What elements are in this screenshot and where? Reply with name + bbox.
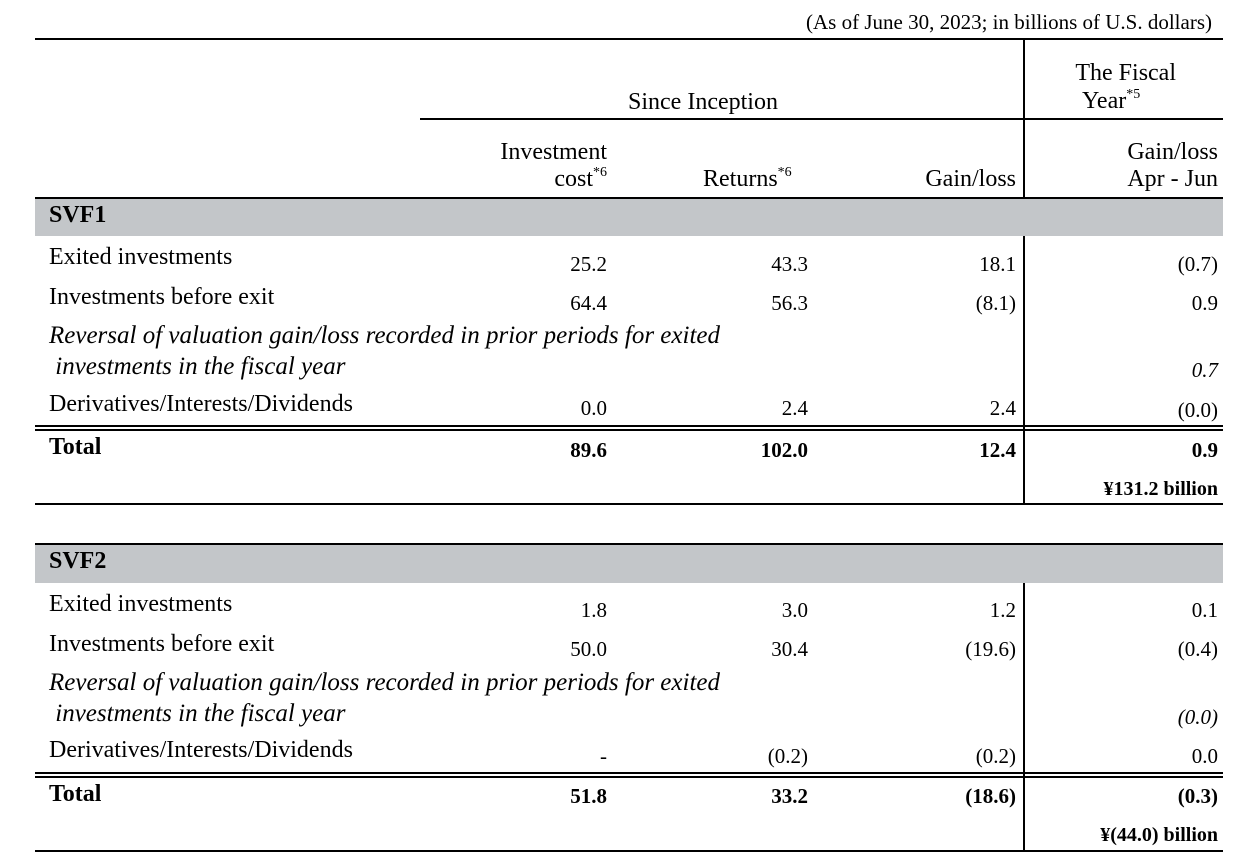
- row-label-reversal: Reversal of valuation gain/loss recorded…: [49, 320, 720, 382]
- cell-fiscal-gainloss: (0.0): [1177, 398, 1218, 422]
- total-gainloss: 12.4: [979, 438, 1016, 462]
- cell-returns: (0.2): [767, 744, 808, 768]
- total-double-rule-bottom: [35, 429, 1223, 431]
- section-top-rule: [35, 197, 1223, 199]
- cell-fiscal-gainloss: (0.4): [1177, 637, 1218, 661]
- cell-investment-cost: -: [600, 744, 607, 768]
- cell-returns: 3.0: [781, 598, 808, 622]
- section-bottom-rule: [35, 503, 1223, 505]
- fiscal-year-header: The Fiscal: [1075, 60, 1176, 87]
- cell-returns: 30.4: [771, 637, 808, 661]
- since-inception-header: Since Inception: [628, 89, 778, 115]
- section-title: SVF2: [49, 548, 107, 574]
- fiscal-year-word: Year: [1082, 88, 1127, 114]
- cell-gainloss: (0.2): [975, 744, 1016, 768]
- total-double-rule-bottom: [35, 776, 1223, 778]
- since-inception-rule: [420, 118, 1023, 120]
- row-label: Investments before exit: [49, 284, 275, 310]
- fiscal-year-line-1: The Fiscal: [1075, 60, 1176, 86]
- reversal-line-2: investments in the fiscal year: [49, 353, 346, 380]
- section-top-rule: [35, 543, 1223, 545]
- row-label: Exited investments: [49, 244, 233, 270]
- cell-gainloss: (8.1): [975, 291, 1016, 315]
- total-investment-cost: 89.6: [570, 438, 607, 462]
- header-divider: [1023, 39, 1025, 197]
- fiscal-gainloss-header: Gain/loss Apr - Jun: [1127, 139, 1218, 193]
- row-label: Derivatives/Interests/Dividends: [49, 391, 353, 417]
- fiscal-year-line-2: Year*5: [1082, 87, 1141, 118]
- total-yen-amount: ¥(44.0) billion: [1100, 824, 1218, 846]
- total-returns: 102.0: [760, 438, 808, 462]
- total-double-rule-top: [35, 772, 1223, 774]
- column-divider: [1023, 583, 1025, 851]
- total-fiscal-gainloss: 0.9: [1191, 438, 1218, 462]
- cell-investment-cost: 64.4: [570, 291, 607, 315]
- fiscal-gainloss-line-2: Apr - Jun: [1127, 166, 1218, 192]
- cell-investment-cost: 25.2: [570, 252, 607, 276]
- section-band-svf2: [35, 545, 1223, 583]
- cell-fiscal-gainloss: 0.1: [1191, 598, 1218, 622]
- cell-gainloss: 18.1: [979, 252, 1016, 276]
- row-label: Exited investments: [49, 591, 233, 617]
- footnote-6-marker: *6: [593, 165, 607, 180]
- total-label: Total: [49, 781, 102, 807]
- total-gainloss: (18.6): [965, 784, 1016, 808]
- total-yen-amount: ¥131.2 billion: [1103, 478, 1218, 500]
- cell-returns: 43.3: [771, 252, 808, 276]
- total-label: Total: [49, 434, 102, 460]
- section-bottom-rule: [35, 850, 1223, 852]
- footnote-5-marker: *5: [1126, 87, 1141, 102]
- column-divider: [1023, 236, 1025, 504]
- total-fiscal-gainloss: (0.3): [1177, 784, 1218, 808]
- investment-cost-line-2: cost*6: [484, 165, 607, 196]
- table-top-rule: [35, 38, 1223, 40]
- reversal-line-2: investments in the fiscal year: [49, 700, 346, 727]
- cell-investment-cost: 1.8: [580, 598, 607, 622]
- investment-cost-line-1: Investment: [500, 139, 607, 165]
- total-investment-cost: 51.8: [570, 784, 607, 808]
- units-note: (As of June 30, 2023; in billions of U.S…: [806, 10, 1212, 34]
- cell-returns: 56.3: [771, 291, 808, 315]
- cell-fiscal-gainloss: (0.7): [1177, 252, 1218, 276]
- row-label: Derivatives/Interests/Dividends: [49, 737, 353, 763]
- cell-investment-cost: 0.0: [580, 396, 607, 420]
- returns-word: Returns: [703, 166, 778, 192]
- cell-fiscal-gainloss: 0.7: [1191, 358, 1218, 382]
- returns-header: Returns*6: [703, 165, 792, 196]
- total-double-rule-top: [35, 425, 1223, 427]
- investment-cost-word: cost: [554, 166, 593, 192]
- cell-investment-cost: 50.0: [570, 637, 607, 661]
- footnote-6-marker: *6: [777, 165, 792, 180]
- section-title: SVF1: [49, 202, 107, 228]
- total-returns: 33.2: [771, 784, 808, 808]
- gainloss-header: Gain/loss: [925, 166, 1016, 192]
- row-label: Investments before exit: [49, 631, 275, 657]
- cell-gainloss: 2.4: [989, 396, 1016, 420]
- row-label-reversal: Reversal of valuation gain/loss recorded…: [49, 667, 720, 729]
- reversal-line-1: Reversal of valuation gain/loss recorded…: [49, 669, 720, 696]
- section-band-svf1: [35, 198, 1223, 236]
- cell-fiscal-gainloss: 0.0: [1191, 744, 1218, 768]
- investment-cost-header: Investment cost*6: [484, 139, 607, 196]
- fiscal-year-rule: [1023, 118, 1223, 120]
- cell-fiscal-gainloss: 0.9: [1191, 291, 1218, 315]
- cell-gainloss: 1.2: [989, 598, 1016, 622]
- fiscal-gainloss-line-1: Gain/loss: [1127, 139, 1218, 165]
- cell-returns: 2.4: [781, 396, 808, 420]
- reversal-line-1: Reversal of valuation gain/loss recorded…: [49, 322, 720, 349]
- cell-fiscal-gainloss: (0.0): [1177, 705, 1218, 729]
- cell-gainloss: (19.6): [965, 637, 1016, 661]
